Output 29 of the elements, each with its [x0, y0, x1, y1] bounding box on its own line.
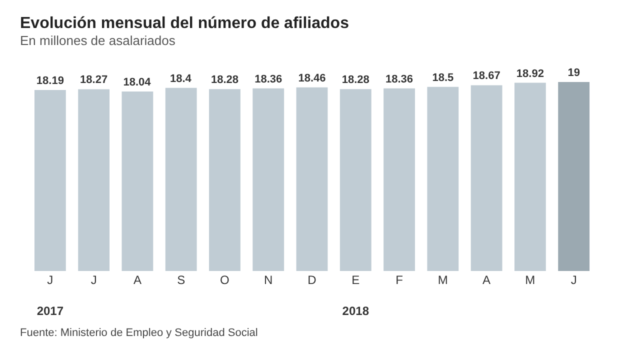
- data-label: 18.92: [516, 68, 544, 80]
- category-label: J 2017: [36, 273, 64, 318]
- data-label: 18.04: [123, 76, 152, 88]
- x-tick-label: A: [482, 273, 491, 287]
- chart-subtitle: En millones de asalariados: [20, 33, 176, 48]
- data-label: 18.28: [210, 74, 238, 86]
- x-tick-label: N: [264, 273, 273, 287]
- x-tick-label: J: [570, 273, 577, 287]
- data-label: 19: [568, 66, 580, 79]
- x-tick-label: D: [308, 273, 317, 287]
- x-tick-label: A: [133, 273, 142, 287]
- source-note: Fuente: Ministerio de Empleo y Seguridad Social: [20, 327, 258, 339]
- x-tick-label: M: [438, 273, 448, 287]
- x-tick-label: S: [177, 273, 186, 287]
- data-label: 18.5: [432, 72, 454, 84]
- chart-title: Evolución mensual del número de afiliados: [20, 15, 350, 32]
- data-label: 18.27: [80, 74, 108, 86]
- data-label: 18.46: [298, 72, 326, 84]
- data-label: 18.36: [254, 73, 282, 86]
- data-label: 18.19: [36, 75, 64, 88]
- x-tick-label: F: [396, 273, 403, 287]
- data-label: 18.28: [342, 74, 370, 86]
- data-label: 18.4: [170, 72, 192, 85]
- data-label: 18.36: [386, 73, 414, 86]
- x-tick-label: O: [220, 273, 230, 287]
- x-tick-label: J: [90, 273, 97, 287]
- data-label: 18.67: [472, 70, 500, 82]
- category-label: E 2018: [342, 273, 369, 318]
- x-tick-label: M: [525, 273, 536, 287]
